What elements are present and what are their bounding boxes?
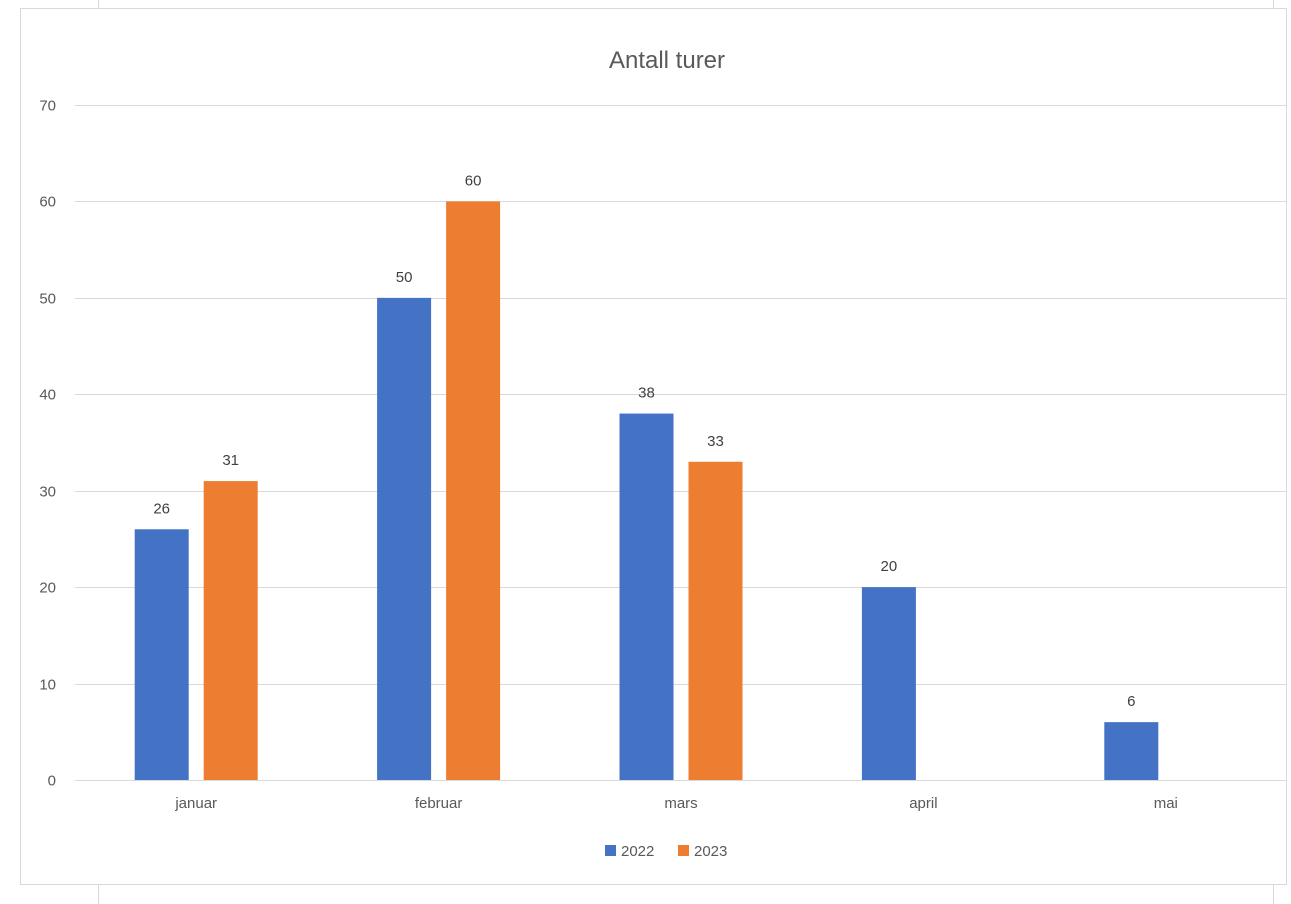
- legend-label: 2022: [621, 843, 654, 860]
- data-labels: 26 31 50 60 38 33 20 6: [153, 172, 1135, 710]
- bar-2022-mai: [1104, 722, 1159, 780]
- y-tick-label: 20: [39, 580, 56, 597]
- y-tick-label: 0: [48, 773, 56, 790]
- y-tick-label: 40: [39, 387, 56, 404]
- data-label: 38: [638, 385, 655, 402]
- bar-2022-mars: [619, 413, 674, 780]
- y-tick-label: 10: [39, 677, 56, 694]
- data-label: 50: [396, 269, 413, 286]
- y-tick-label: 70: [39, 98, 56, 115]
- chart-title: Antall turer: [609, 47, 725, 74]
- bar-2022-januar: [134, 529, 189, 780]
- bar-2022-februar: [377, 297, 432, 780]
- legend-swatch-2022: [605, 845, 616, 856]
- x-axis-ticks: januar februar mars april mai: [174, 795, 1178, 812]
- data-label: 60: [465, 172, 482, 189]
- y-tick-label: 30: [39, 484, 56, 501]
- data-label: 20: [881, 558, 898, 575]
- legend: 2022 2023: [605, 843, 727, 860]
- y-axis-ticks: 0 10 20 30 40 50 60 70: [39, 98, 56, 790]
- y-tick-label: 60: [39, 194, 56, 211]
- x-tick-label: mars: [664, 795, 697, 812]
- x-tick-label: januar: [174, 795, 217, 812]
- data-label: 6: [1127, 693, 1135, 710]
- data-label: 33: [707, 433, 724, 450]
- bar-2023-januar: [203, 481, 258, 780]
- data-label: 26: [153, 500, 170, 517]
- legend-label: 2023: [694, 843, 727, 860]
- bar-2023-februar: [446, 201, 501, 780]
- bar-2023-mars: [688, 461, 743, 780]
- x-tick-label: mai: [1154, 795, 1178, 812]
- chart-frame: [20, 8, 1287, 885]
- bars: [134, 201, 1159, 780]
- x-tick-label: april: [909, 795, 937, 812]
- y-tick-label: 50: [39, 291, 56, 308]
- legend-swatch-2023: [678, 845, 689, 856]
- gridlines: [75, 105, 1287, 781]
- x-tick-label: februar: [415, 795, 463, 812]
- data-label: 31: [222, 452, 239, 469]
- bar-2022-april: [861, 587, 916, 780]
